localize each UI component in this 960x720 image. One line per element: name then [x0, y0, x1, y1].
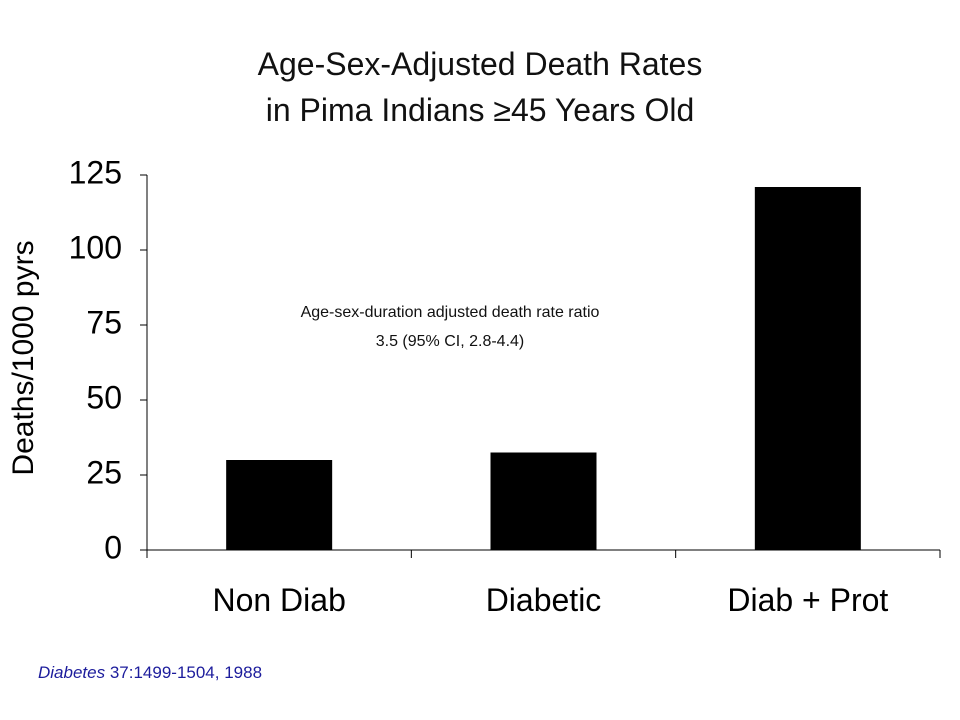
annotation-line-2: 3.5 (95% CI, 2.8-4.4): [375, 333, 525, 350]
x-tick-label-0: Non Diab: [212, 582, 345, 618]
source-journal: Diabetes: [38, 663, 106, 682]
x-tick-label-2: Diab + Prot: [727, 582, 888, 618]
x-tick-label-1: Diabetic: [486, 582, 602, 618]
chart-title-line-2: in Pima Indians ≥45 Years Old: [265, 92, 695, 128]
y-tick-label-0: 0: [104, 529, 122, 565]
y-tick-label-1: 25: [86, 454, 122, 490]
chart-title-line-1: Age-Sex-Adjusted Death Rates: [257, 46, 703, 82]
bar-1: [490, 452, 597, 550]
bar-0: [226, 460, 333, 550]
y-tick-label-5: 125: [69, 154, 122, 190]
annotation-line-1: Age-sex-duration adjusted death rate rat…: [300, 304, 600, 321]
y-tick-label-4: 100: [69, 229, 122, 265]
source-reference: 37:1499-1504, 1988: [105, 663, 263, 682]
y-axis-label: Deaths/1000 pyrs: [7, 240, 40, 476]
y-tick-label-2: 50: [86, 379, 122, 415]
bar-2: [754, 187, 861, 550]
source-citation: Diabetes 37:1499-1504, 1988: [38, 663, 262, 683]
y-tick-label-3: 75: [86, 304, 122, 340]
